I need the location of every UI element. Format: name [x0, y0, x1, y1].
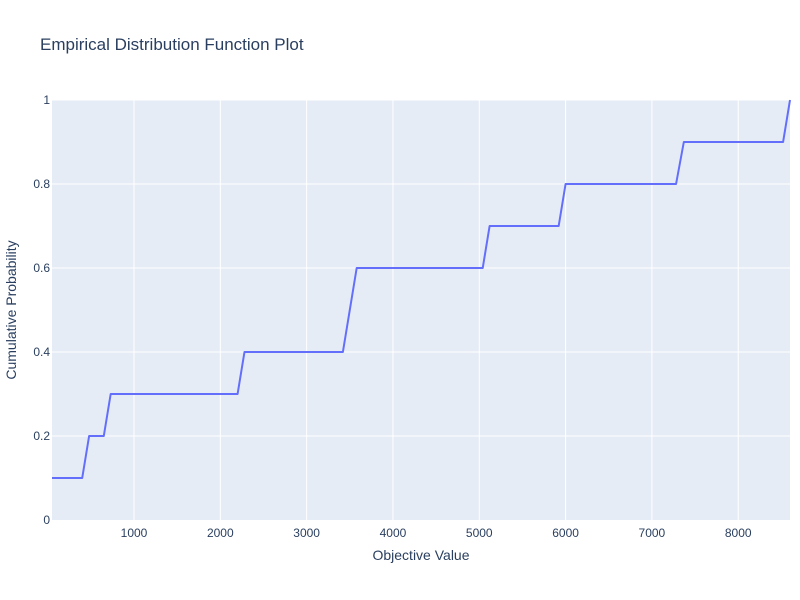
x-tick-label: 2000	[207, 526, 234, 540]
x-tick-label: 5000	[466, 526, 493, 540]
x-tick-label: 7000	[639, 526, 666, 540]
series-layer	[52, 99, 791, 479]
y-tick-label: 0.4	[33, 345, 50, 359]
x-tick-label: 3000	[293, 526, 320, 540]
x-tick-label: 4000	[380, 526, 407, 540]
y-tick-label: 0.6	[33, 261, 50, 275]
y-tick-label: 1	[43, 93, 50, 107]
y-tick-label: 0	[43, 513, 50, 527]
ecdf-series-line	[52, 99, 791, 479]
x-axis-title: Objective Value	[372, 547, 469, 563]
x-tick-labels: 1000 2000 3000 4000 5000 6000 7000 8000	[121, 526, 752, 540]
x-tick-label: 6000	[552, 526, 579, 540]
plot-background	[52, 100, 790, 520]
x-tick-label: 8000	[725, 526, 752, 540]
y-tick-labels: 0 0.2 0.4 0.6 0.8 1	[33, 93, 50, 527]
y-tick-label: 0.2	[33, 429, 50, 443]
y-tick-label: 0.8	[33, 177, 50, 191]
y-axis-title: Cumulative Probability	[3, 240, 19, 379]
chart-title: Empirical Distribution Function Plot	[40, 35, 304, 54]
x-tick-label: 1000	[121, 526, 148, 540]
